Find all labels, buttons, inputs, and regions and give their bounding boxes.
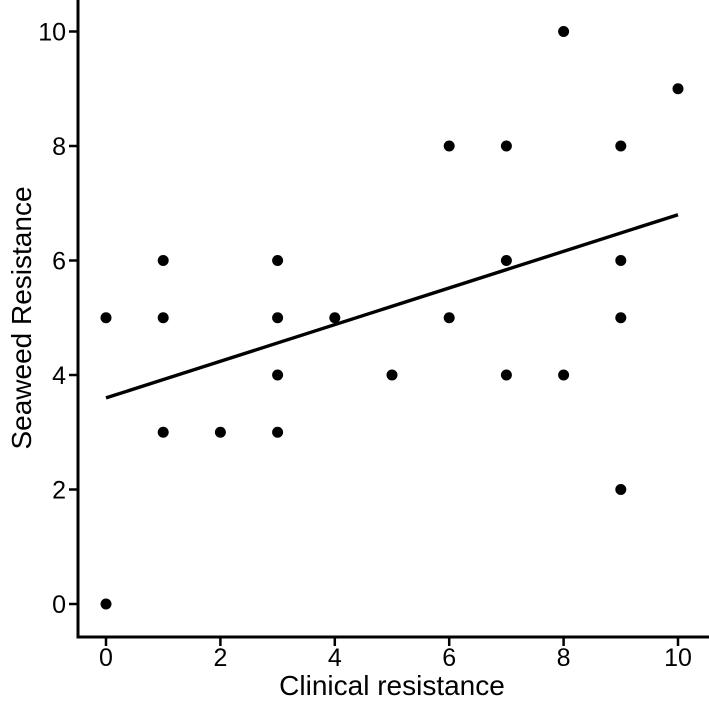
x-tick-label: 2 xyxy=(213,644,227,672)
data-point xyxy=(386,369,398,381)
x-tick-label: 6 xyxy=(442,644,456,672)
y-tick-label: 2 xyxy=(52,476,66,504)
x-tick-label: 10 xyxy=(664,644,692,672)
x-tick-label: 0 xyxy=(99,644,113,672)
data-point xyxy=(615,255,627,266)
data-point xyxy=(615,312,627,324)
y-tick-label: 8 xyxy=(52,133,66,161)
data-point xyxy=(329,312,341,324)
data-point xyxy=(558,26,570,37)
data-point xyxy=(500,255,512,266)
data-point xyxy=(615,140,627,152)
data-point xyxy=(558,369,570,381)
data-point xyxy=(443,312,455,324)
data-point xyxy=(272,255,284,266)
data-point xyxy=(500,140,512,152)
data-point xyxy=(500,369,512,381)
data-point xyxy=(272,369,284,381)
data-point xyxy=(100,598,112,610)
y-tick-label: 4 xyxy=(52,362,66,390)
data-point xyxy=(100,312,112,324)
data-point xyxy=(157,255,169,266)
data-point xyxy=(157,426,169,438)
x-tick-label: 4 xyxy=(328,644,342,672)
x-tick-label: 8 xyxy=(557,644,571,672)
data-point xyxy=(272,426,284,438)
data-point xyxy=(443,140,455,152)
data-point xyxy=(672,83,684,95)
y-tick-label: 0 xyxy=(52,591,66,619)
data-point xyxy=(157,312,169,324)
data-point xyxy=(272,312,284,324)
y-tick-label: 6 xyxy=(52,247,66,275)
y-tick-label: 10 xyxy=(38,18,66,46)
data-point xyxy=(214,426,226,438)
y-axis-title: Seaweed Resistance xyxy=(6,186,37,450)
data-point xyxy=(615,484,627,495)
regression-line xyxy=(105,213,679,400)
x-axis-title: Clinical resistance xyxy=(279,670,505,701)
